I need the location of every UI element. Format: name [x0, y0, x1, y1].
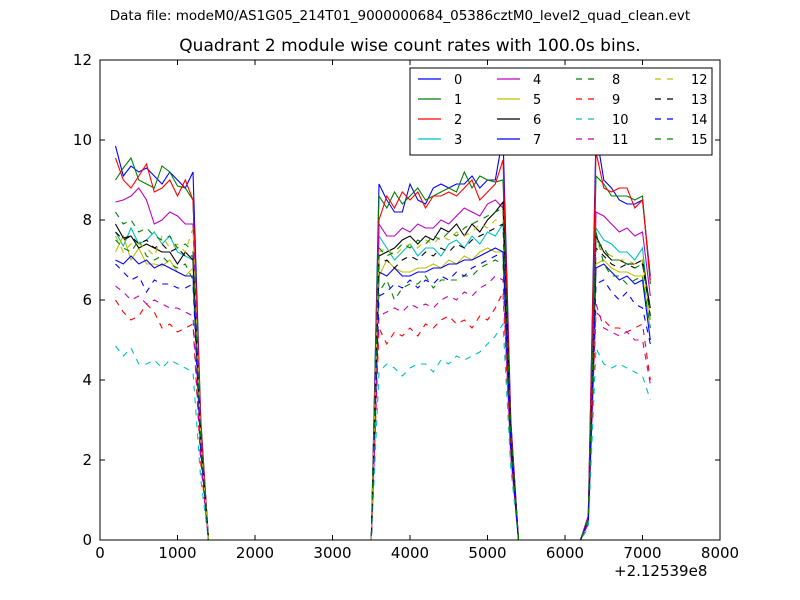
x-tick-label: 1000 — [158, 544, 196, 562]
series-group — [114, 131, 651, 540]
x-tick-label: 0 — [95, 544, 105, 562]
series-line-12 — [115, 219, 651, 540]
y-tick-label: 4 — [82, 371, 92, 389]
series-line-11 — [115, 275, 651, 540]
x-tick-label: 6000 — [546, 544, 584, 562]
legend-label-3: 3 — [454, 133, 462, 148]
legend-label-2: 2 — [454, 113, 462, 128]
legend-label-5: 5 — [533, 93, 541, 108]
x-axis-offset-label: +2.12539e8 — [614, 562, 708, 580]
legend-box — [409, 67, 713, 156]
legend-label-12: 12 — [691, 73, 708, 88]
chart-title: Quadrant 2 module wise count rates with … — [179, 36, 641, 56]
legend-label-13: 13 — [691, 93, 708, 108]
legend-label-9: 9 — [612, 93, 620, 108]
legend-label-14: 14 — [691, 113, 708, 128]
x-tick-label: 7000 — [623, 544, 661, 562]
legend-label-10: 10 — [612, 113, 629, 128]
y-tick-label: 2 — [82, 451, 92, 469]
legend-label-7: 7 — [533, 133, 541, 148]
y-tick-label: 0 — [82, 531, 92, 549]
legend-label-8: 8 — [612, 73, 620, 88]
chart-suptitle: Data file: modeM0/AS1G05_214T01_90000006… — [109, 8, 691, 24]
y-tick-label: 12 — [73, 51, 92, 69]
x-tick-label: 3000 — [313, 544, 351, 562]
legend-label-15: 15 — [691, 133, 708, 148]
y-tick-label: 10 — [73, 131, 92, 149]
series-line-4 — [115, 187, 651, 540]
y-tick-label: 6 — [82, 291, 92, 309]
legend-label-6: 6 — [533, 113, 541, 128]
series-line-8 — [115, 231, 651, 540]
x-tick-label: 4000 — [391, 544, 429, 562]
y-tick-label: 8 — [82, 211, 92, 229]
legend-label-4: 4 — [533, 73, 541, 88]
series-line-15 — [115, 207, 651, 540]
x-tick-label: 5000 — [468, 544, 506, 562]
legend-label-1: 1 — [454, 93, 462, 108]
legend-label-11: 11 — [612, 133, 629, 148]
x-tick-label: 8000 — [701, 544, 739, 562]
legend-label-0: 0 — [454, 73, 462, 88]
x-tick-label: 2000 — [236, 544, 274, 562]
series-line-10 — [115, 322, 651, 540]
